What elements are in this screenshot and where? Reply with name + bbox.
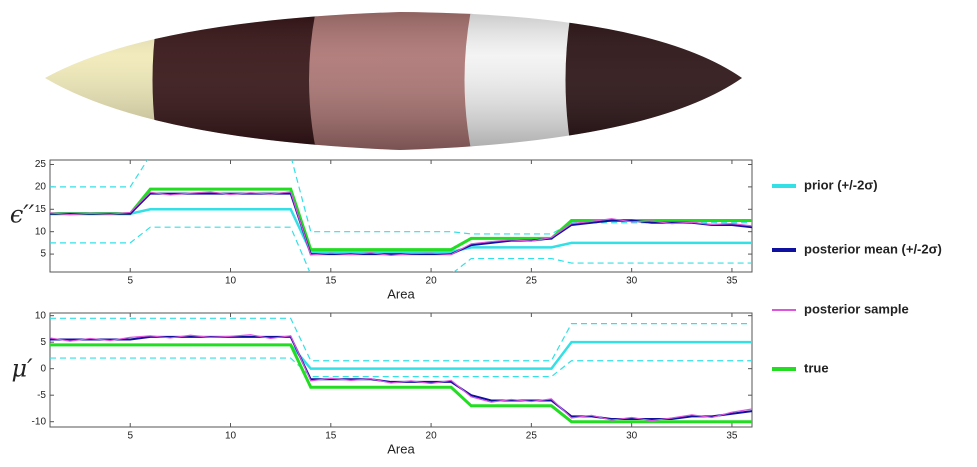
- x-tick-label: 5: [127, 276, 133, 287]
- x-tick-label: 25: [526, 276, 538, 287]
- y-tick-label: 25: [35, 159, 47, 170]
- x-axis-label: Area: [387, 441, 415, 456]
- x-axis-label: Area: [387, 286, 415, 301]
- x-tick-label: 30: [626, 431, 638, 442]
- legend-label: posterior sample: [804, 301, 909, 316]
- y-axis-label: ϵ′′: [10, 201, 35, 229]
- plot-lines: [50, 317, 752, 424]
- plot-area: [49, 312, 753, 428]
- y-tick-label: 10: [35, 226, 47, 237]
- series-line: [50, 208, 752, 254]
- x-tick-label: 15: [325, 431, 337, 442]
- y-tick-label: 5: [40, 337, 46, 348]
- y-tick-label: 15: [35, 204, 47, 215]
- legend-label: true: [804, 360, 829, 375]
- x-tick-label: 10: [225, 431, 237, 442]
- x-tick-label: 5: [127, 431, 133, 442]
- y-tick-label: -5: [37, 390, 46, 401]
- y-tick-label: 0: [40, 363, 46, 374]
- legend-label: prior (+/-2σ): [804, 177, 878, 192]
- y-tick-label: 5: [40, 249, 46, 260]
- x-tick-label: 35: [726, 276, 738, 287]
- x-tick-label: 30: [626, 276, 638, 287]
- x-tick-label: 15: [325, 276, 337, 287]
- x-tick-label: 20: [426, 431, 438, 442]
- band-line: [50, 317, 752, 362]
- y-tick-label: 20: [35, 182, 47, 193]
- x-tick-label: 10: [225, 276, 237, 287]
- band-line: [50, 226, 752, 272]
- series-line: [50, 334, 752, 422]
- y-axis-label: μ′: [11, 355, 33, 383]
- plot-area: [49, 159, 753, 273]
- legend-label: posterior mean (+/-2σ): [804, 241, 942, 256]
- plot-lines: [50, 160, 752, 272]
- y-tick-label: 10: [35, 310, 47, 321]
- y-tick-label: -10: [32, 416, 47, 427]
- x-tick-label: 35: [726, 431, 738, 442]
- band-line: [50, 160, 752, 235]
- series-line: [50, 191, 752, 257]
- series-line: [50, 343, 752, 424]
- x-tick-label: 25: [526, 431, 538, 442]
- ellipsoid: [45, 12, 742, 150]
- x-tick-label: 20: [426, 276, 438, 287]
